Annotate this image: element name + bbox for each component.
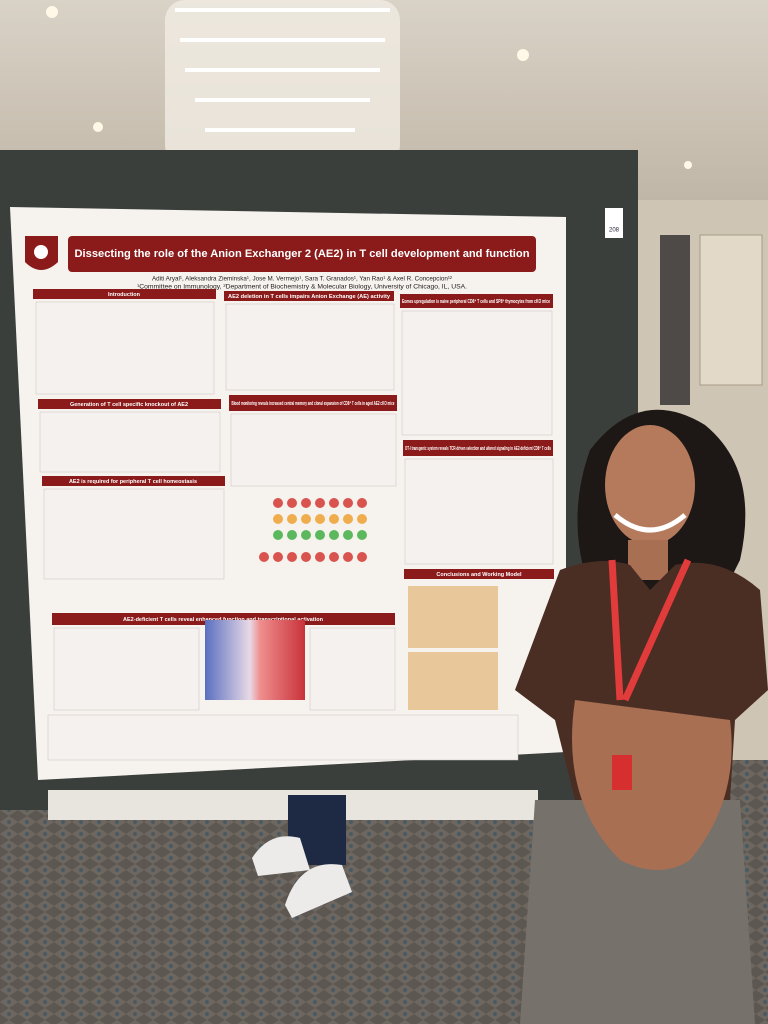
chandelier [165,0,400,165]
poster-title: Dissecting the role of the Anion Exchang… [75,248,530,260]
section-heading: Eomes upregulation is naive peripheral C… [402,298,550,305]
section-heading: Blood monitoring reveals increased centr… [232,400,395,407]
model-diagram [408,586,498,648]
section-heading: Generation of T cell specific knockout o… [70,402,188,408]
pie-grid [259,498,367,562]
section-heading: Introduction [108,292,141,298]
booth-tag [605,208,623,238]
section-heading: OT-I transgenic system reveals TCR-drive… [405,445,551,452]
model-diagram [408,652,498,710]
presenter [515,409,768,1024]
poster-authors: Aditi Aryal¹, Aleksandra Zieminska¹, Jos… [152,276,453,283]
wall-panel [699,234,763,386]
booth-number: 208 [609,228,620,234]
section-heading: Conclusions and Working Model [436,572,522,578]
ceiling-lights [46,6,692,169]
heatmap [205,620,305,700]
logo [25,236,58,270]
section-heading: AE2 deletion in T cells impairs Anion Ex… [228,294,391,300]
figure-panels [35,301,554,761]
poster-affiliation: ¹Committee on Immunology, ²Department of… [137,285,467,291]
section-heading: AE2 is required for peripheral T cell ho… [69,479,197,485]
doorway [660,235,690,405]
section-headings: Introduction AE2 deletion in T cells imp… [33,289,554,625]
person-behind [252,795,352,918]
section-heading: AE2-deficient T cells reveal enhanced fu… [123,617,324,623]
title-bar [68,236,536,272]
